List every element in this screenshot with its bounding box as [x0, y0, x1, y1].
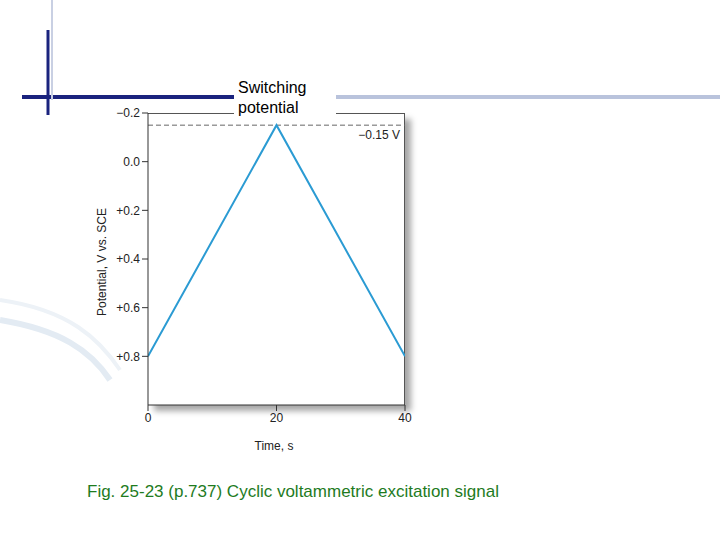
svg-text:0: 0 [145, 411, 152, 425]
svg-text:+0.8: +0.8 [116, 350, 140, 364]
svg-text:−0.15 V: −0.15 V [358, 128, 400, 142]
html-text:Switching potential: Switching potential [238, 79, 307, 116]
svg-text:Fig. 25-23 (p.737) Cyclic volt: Fig. 25-23 (p.737) Cyclic voltammetric e… [87, 482, 499, 501]
svg-text:Time, s: Time, s [255, 439, 294, 453]
svg-text:+0.6: +0.6 [116, 301, 140, 315]
svg-text:0.0: 0.0 [123, 155, 140, 169]
svg-text:20: 20 [270, 411, 284, 425]
svg-text:+0.4: +0.4 [116, 252, 140, 266]
svg-text:40: 40 [398, 411, 412, 425]
svg-text:+0.2: +0.2 [116, 204, 140, 218]
svg-text:−0.2: −0.2 [116, 106, 140, 120]
svg-text:Potential, V vs. SCE: Potential, V vs. SCE [95, 208, 109, 316]
